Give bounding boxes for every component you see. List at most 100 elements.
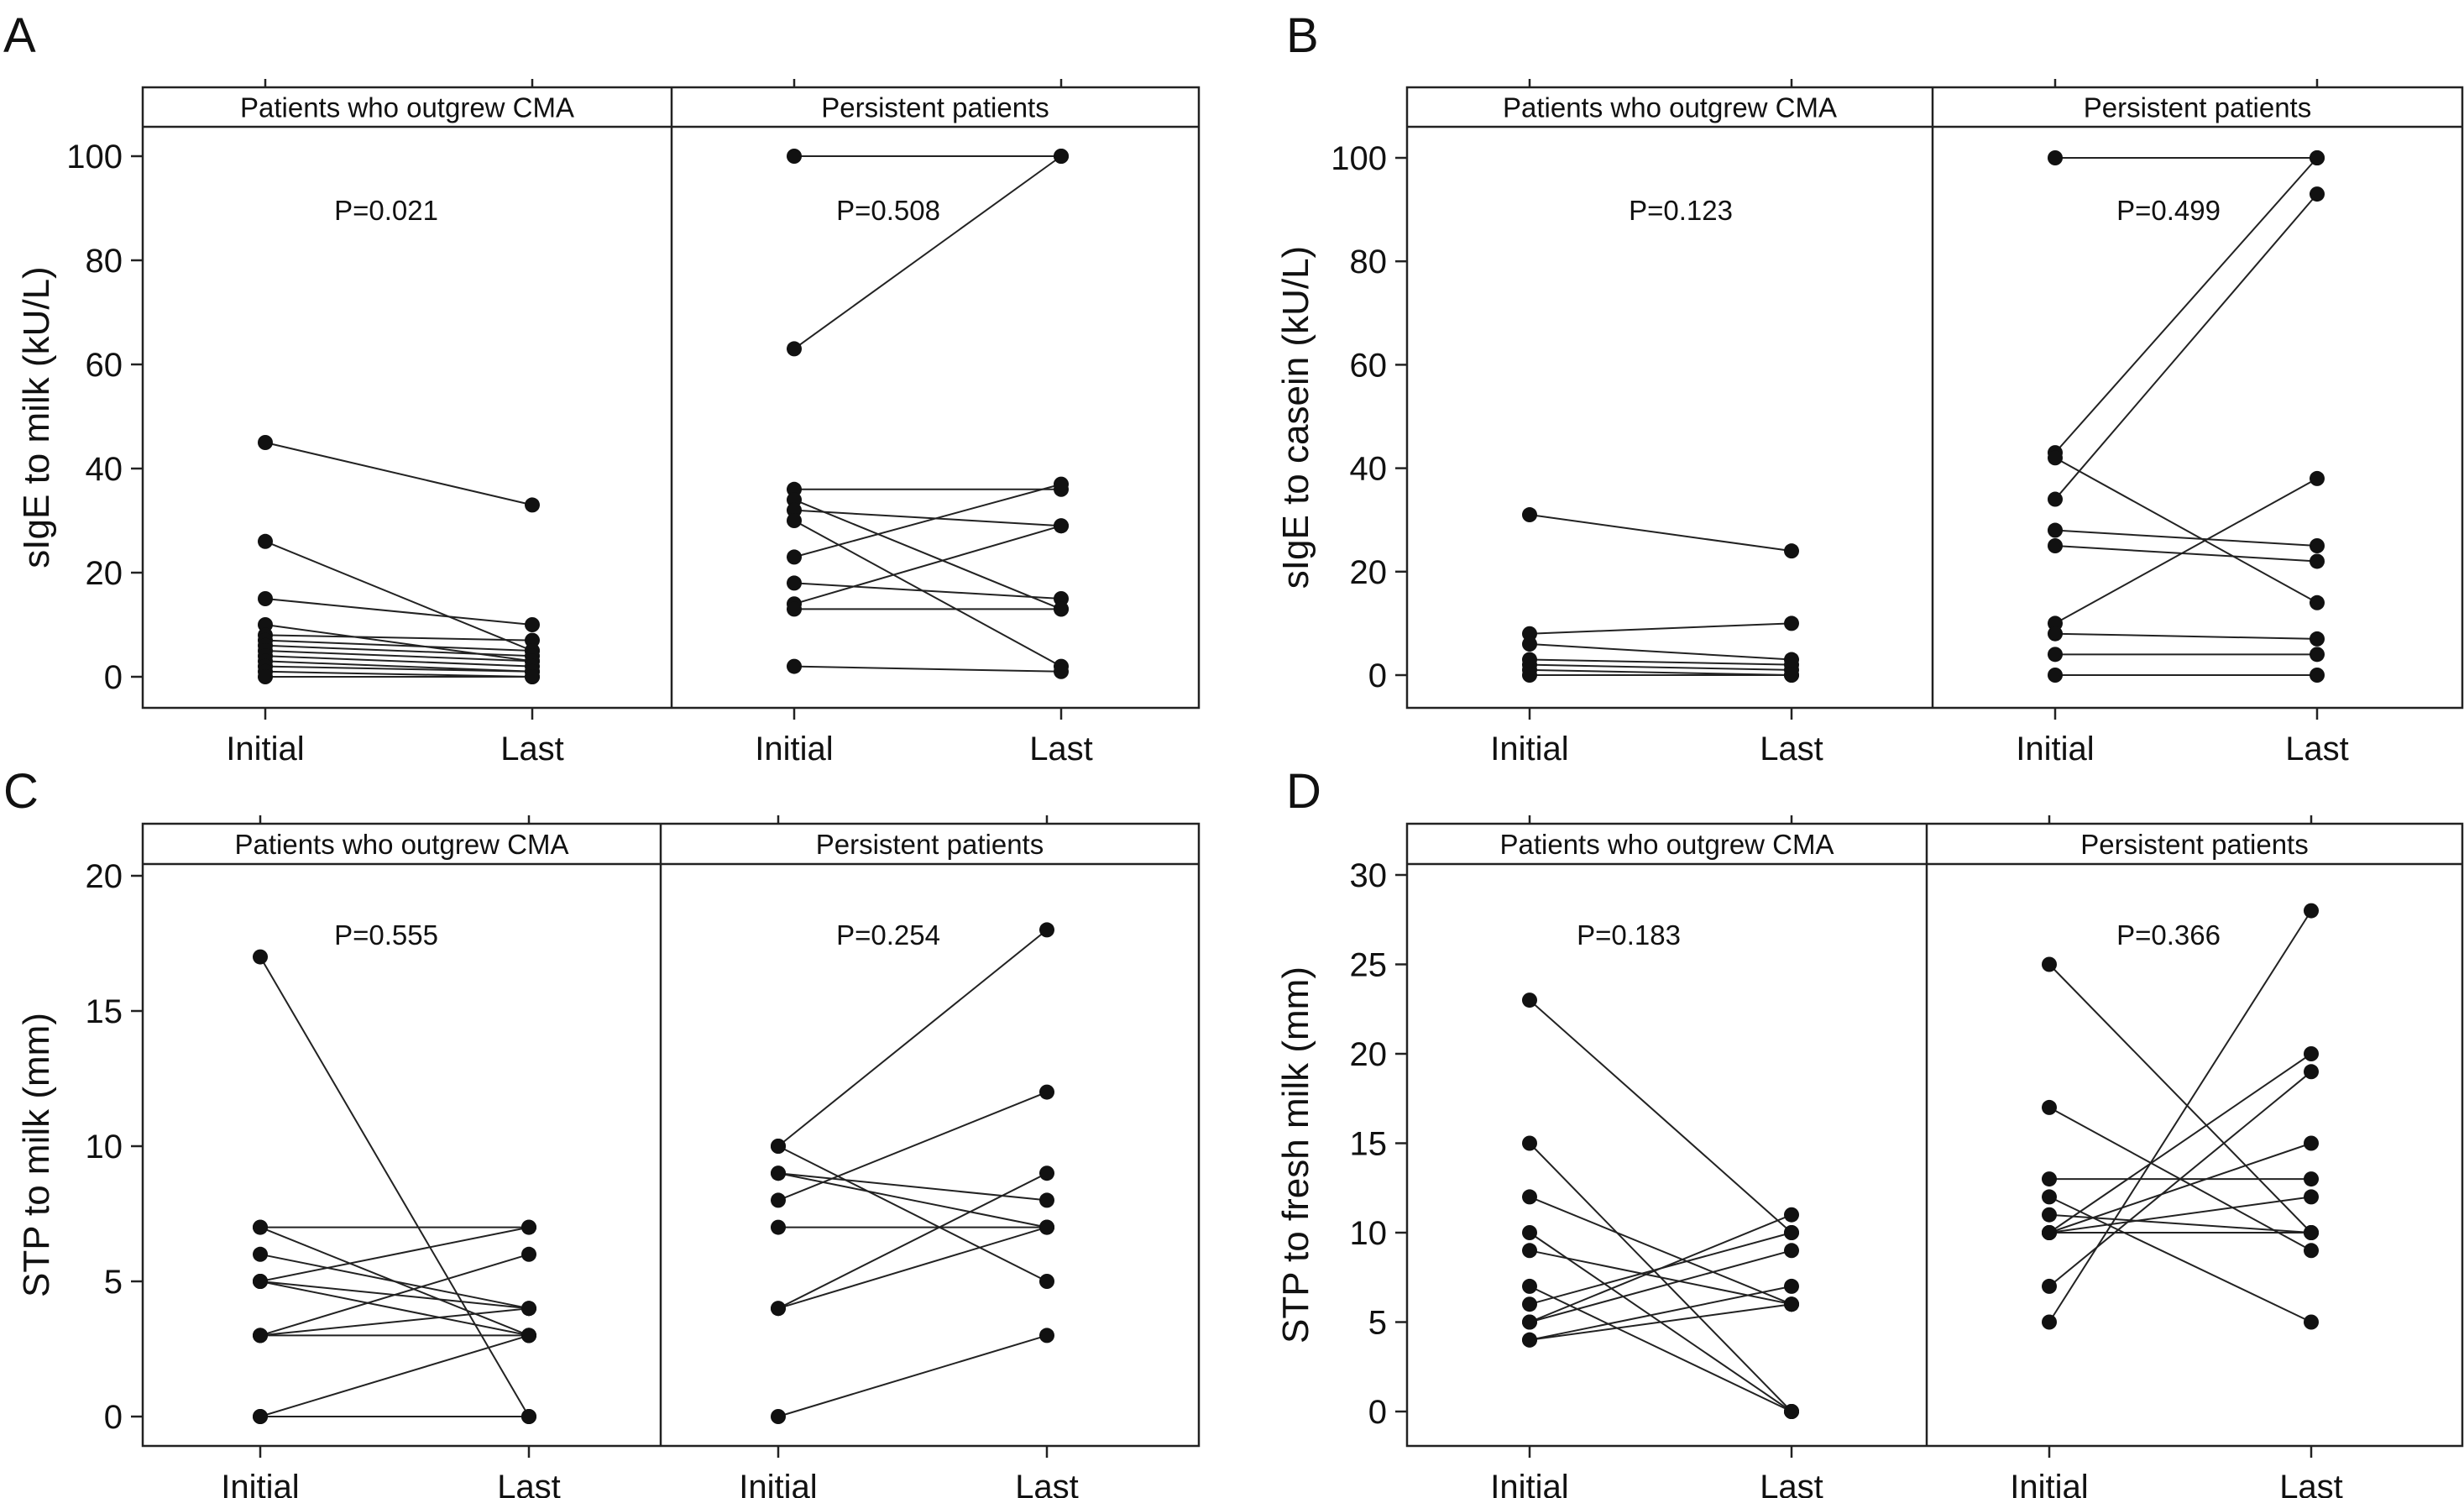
last-point <box>2310 538 2325 553</box>
x-tick-label: Initial <box>2016 731 2094 767</box>
patient-line <box>259 1307 530 1337</box>
last-point <box>1784 1278 1799 1294</box>
x-tick-label: Last <box>2285 731 2349 767</box>
patient-line <box>264 639 533 652</box>
last-point <box>2310 668 2325 683</box>
initial-point <box>1522 668 1537 683</box>
y-tick-label: 80 <box>1350 244 1388 280</box>
last-point <box>1784 615 1799 631</box>
patient-line <box>2048 1053 2312 1233</box>
last-point <box>1039 1165 1054 1181</box>
facet-title: Patients who outgrew CMA <box>1503 92 1837 123</box>
facet-title: Patients who outgrew CMA <box>1499 829 1834 860</box>
patient-line <box>1529 514 1792 553</box>
patient-line <box>2048 1213 2312 1233</box>
facet-title: Patients who outgrew CMA <box>234 829 568 860</box>
last-point <box>1784 668 1799 683</box>
x-tick-label: Last <box>1760 731 1823 767</box>
p-value-label: P=0.555 <box>334 919 438 951</box>
initial-point <box>2042 1207 2057 1223</box>
last-point <box>1039 1328 1054 1343</box>
initial-point <box>2048 626 2063 642</box>
initial-point <box>2048 668 2063 683</box>
patient-line <box>1529 1285 1792 1341</box>
last-point <box>2310 631 2325 647</box>
x-tick-label: Initial <box>226 731 304 767</box>
patient-line <box>793 155 1062 350</box>
patient-line <box>793 665 1062 673</box>
facet-outgrew: Patients who outgrew CMA P=0.021 Initial La… <box>226 79 574 767</box>
initial-point <box>787 149 802 164</box>
last-point <box>2304 903 2319 919</box>
patient-line <box>777 1145 1048 1282</box>
patient-line <box>264 634 533 642</box>
last-point <box>1054 518 1069 534</box>
last-point <box>521 1328 536 1343</box>
panel-d: D STP to fresh milk (mm) 0 5 10 15 20 25 30 Patie… <box>1275 764 2464 1498</box>
facet-title: Persistent patients <box>816 829 1044 860</box>
patient-line <box>2054 529 2318 547</box>
patient-line <box>777 1226 1048 1310</box>
last-point <box>1054 149 1069 164</box>
panel-c: C STP to milk (mm) 0 5 10 15 20 Patients who ou… <box>3 764 1201 1498</box>
initial-point <box>2042 1314 2057 1330</box>
initial-point <box>771 1192 786 1208</box>
initial-point <box>1522 1296 1537 1312</box>
patient-line <box>1529 622 1792 635</box>
initial-point <box>787 549 802 565</box>
initial-point <box>787 601 802 617</box>
last-point <box>1784 1404 1799 1419</box>
initial-point <box>2042 956 2057 972</box>
last-point <box>1784 1243 1799 1259</box>
initial-point <box>258 533 273 549</box>
plot-frame <box>1405 86 2464 710</box>
y-tick-label: 5 <box>1368 1305 1387 1342</box>
x-tick-label: Last <box>500 731 564 767</box>
patient-line <box>1529 1196 1792 1306</box>
patient-line <box>264 670 533 678</box>
initial-point <box>2042 1189 2057 1205</box>
patient-line <box>777 1172 1048 1202</box>
patient-line <box>793 499 1062 610</box>
last-point <box>1054 591 1069 606</box>
initial-point <box>253 1246 268 1262</box>
x-tick-label: Initial <box>755 731 833 767</box>
patient-line <box>2048 1142 2312 1233</box>
y-tick-label: 0 <box>1368 657 1387 694</box>
initial-point <box>1522 507 1537 523</box>
patient-line <box>1529 1249 1792 1306</box>
y-tick-label: 60 <box>1350 347 1388 384</box>
patient-line <box>777 1091 1048 1202</box>
p-value-label: P=0.254 <box>836 919 940 951</box>
patient-line <box>1529 1303 1792 1341</box>
initial-point <box>2042 1225 2057 1240</box>
last-point <box>2304 1046 2319 1061</box>
patient-line <box>2054 457 2318 604</box>
initial-point <box>1522 636 1537 652</box>
initial-point <box>1522 1135 1537 1151</box>
p-value-label: P=0.366 <box>2116 919 2221 951</box>
last-point <box>525 617 540 632</box>
initial-point <box>1522 1189 1537 1205</box>
patient-line <box>1529 1213 1792 1323</box>
initial-point <box>253 1219 268 1235</box>
initial-point <box>787 575 802 591</box>
facet-outgrew: Patients who outgrew CMA P=0.123 Initial La… <box>1490 79 1837 767</box>
initial-point <box>2042 1099 2057 1115</box>
initial-point <box>1522 1332 1537 1348</box>
patient-line <box>264 598 533 626</box>
patient-line <box>264 665 533 673</box>
y-tick-label: 0 <box>104 659 123 696</box>
y-axis-label: STP to milk (mm) <box>16 1013 57 1297</box>
y-tick-label: 20 <box>1350 1036 1388 1073</box>
y-tick-label: 100 <box>1331 140 1387 177</box>
initial-point <box>258 591 273 606</box>
y-tick-label: 25 <box>1350 947 1388 984</box>
initial-point <box>2042 1171 2057 1187</box>
y-tick-label: 15 <box>86 993 123 1030</box>
patient-line <box>793 509 1062 527</box>
facet-persistent: Persistent patients P=0.499 Initial Last <box>2016 79 2349 767</box>
patient-line <box>2054 545 2318 563</box>
last-point <box>2304 1171 2319 1187</box>
